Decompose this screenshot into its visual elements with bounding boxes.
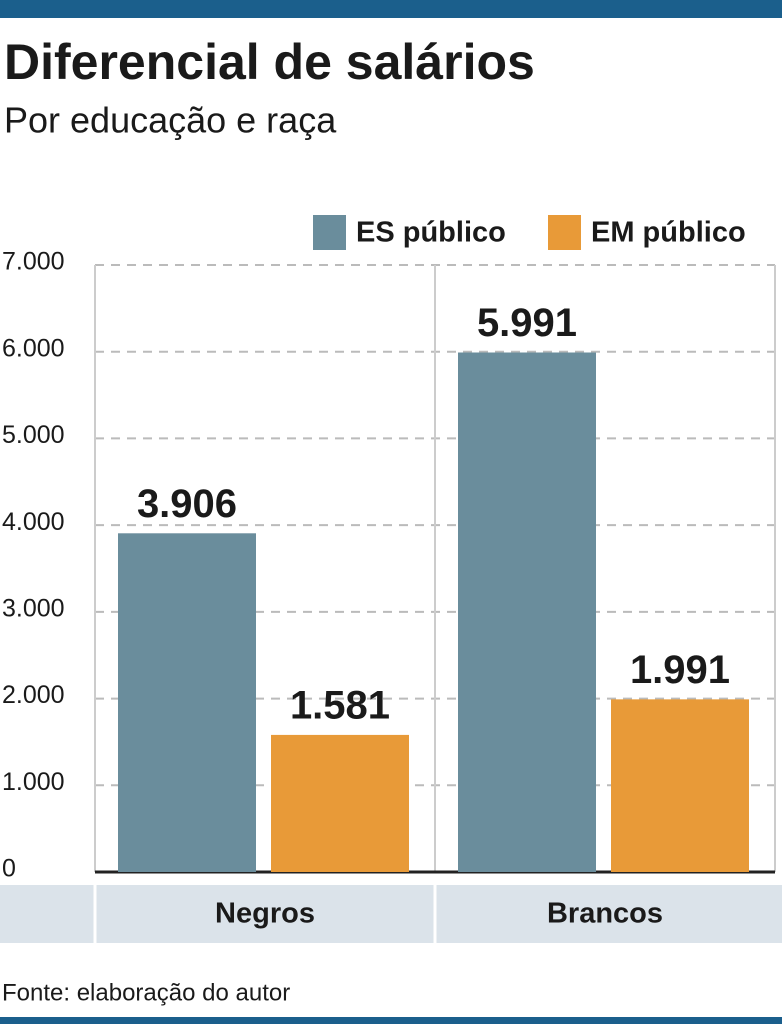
x-tick-label: Negros xyxy=(215,898,315,930)
legend-label: EM público xyxy=(591,217,746,249)
y-tick-label: 3.000 xyxy=(2,594,65,622)
top-band xyxy=(0,0,782,18)
chart-subtitle: Por educação e raça xyxy=(4,100,337,141)
x-tick-label: Brancos xyxy=(547,898,663,930)
value-label: 5.991 xyxy=(477,301,577,345)
bar xyxy=(611,699,749,872)
y-tick-label: 6.000 xyxy=(2,334,65,362)
source: Fonte: elaboração do autor xyxy=(2,979,290,1006)
value-label: 1.581 xyxy=(290,683,390,727)
bottom-band xyxy=(0,1017,782,1024)
value-label: 3.906 xyxy=(137,482,237,526)
bar xyxy=(118,533,256,872)
legend-swatch xyxy=(313,215,346,250)
value-label: 1.991 xyxy=(630,648,730,692)
legend-label: ES público xyxy=(356,217,506,249)
bar xyxy=(458,352,596,872)
chart-title: Diferencial de salários xyxy=(4,34,535,90)
legend-swatch xyxy=(548,215,581,250)
y-tick-label: 0 xyxy=(2,855,16,883)
y-tick-label: 5.000 xyxy=(2,421,65,449)
bar xyxy=(271,734,409,872)
category-band xyxy=(0,885,782,943)
y-tick-label: 4.000 xyxy=(2,508,65,536)
y-tick-label: 2.000 xyxy=(2,681,65,709)
y-tick-label: 1.000 xyxy=(2,768,65,796)
y-tick-label: 7.000 xyxy=(2,248,65,276)
